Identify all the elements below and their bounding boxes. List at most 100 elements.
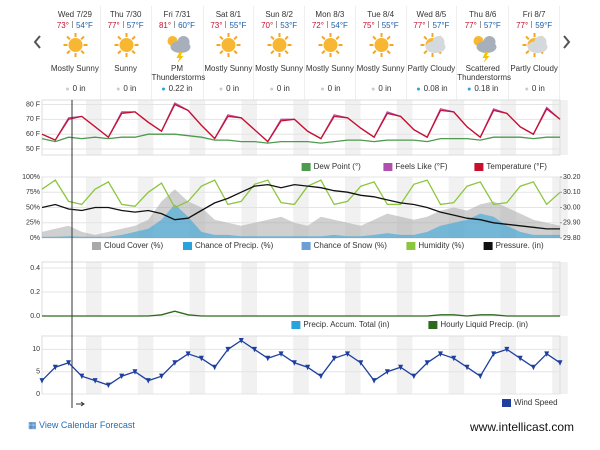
condition: Mostly Sunny (204, 64, 253, 73)
precip-amount: 0.08 in (423, 84, 448, 93)
wind-marker (92, 378, 98, 384)
condition: PM Thunderstorms (151, 64, 206, 82)
low-temp: 55°F (229, 21, 247, 30)
wind-marker (464, 364, 470, 371)
wind-marker (451, 355, 457, 362)
night-band (293, 100, 309, 155)
condition: Mostly Sunny (50, 64, 99, 73)
line (41, 133, 560, 144)
sun-ray (386, 49, 391, 55)
day-column: Wed 7/29 73° 54°F Mostly Sunny ● 0 in (50, 6, 101, 102)
y-tick-label: 0.2 (30, 289, 40, 296)
night-band (500, 100, 516, 155)
condition: Scattered Thunderstorms (457, 64, 512, 82)
day-column: Fri 7/31 81° 60°F PM Thunderstorms ● 0.22 in (151, 6, 206, 102)
precip: ● 0 in (356, 84, 407, 93)
separator (71, 21, 73, 28)
precip-amount: 0 in (327, 84, 341, 93)
brand: www.intellicast.com (470, 420, 575, 434)
night-band (189, 100, 206, 155)
sun-ray (233, 35, 238, 41)
night-band (189, 262, 206, 316)
precip-amount: 0 in (72, 84, 86, 93)
wind-marker (291, 360, 297, 366)
legend-label: Hourly Liquid Precip. (in) (440, 320, 528, 329)
y2-tick-label: 29.90 (563, 220, 581, 227)
day-row: Wed 7/29 73° 54°F Mostly Sunny ● 0 in Thu 7/30… (50, 6, 560, 102)
low-temp: 57°F (126, 21, 144, 30)
day-date: Fri 7/31 (163, 10, 191, 19)
legend-swatch (291, 321, 301, 329)
sun-ray (131, 35, 136, 41)
night-band (241, 336, 257, 394)
link-text: View Calendar Forecast (39, 420, 135, 430)
low-temp: 54°F (75, 21, 93, 30)
precip: ● 0 in (305, 84, 356, 93)
wind-marker (477, 373, 483, 380)
precip: ● 0.08 in (407, 84, 458, 93)
legend-label: Feels Like (°F) (395, 162, 447, 171)
line (41, 339, 561, 386)
separator (531, 21, 533, 28)
condition: Mostly Sunny (255, 64, 304, 73)
day-date: Wed 7/29 (57, 10, 92, 19)
wind-marker (504, 346, 510, 353)
sun-ray (321, 35, 326, 41)
legend-label: Temperature (°F) (486, 162, 547, 171)
legend-label: Chance of Precip. (%) (195, 241, 274, 250)
line (42, 310, 560, 317)
wind-marker (557, 360, 563, 366)
legend-label: Precip. Accum. Total (in) (303, 320, 389, 329)
temps: 75° 55°F (356, 21, 406, 30)
sun (374, 38, 389, 52)
plot-frame (41, 99, 561, 156)
next-arrow[interactable] (563, 35, 571, 49)
precip-amount: 0 in (123, 84, 137, 93)
wind-marker (398, 364, 404, 371)
sun (68, 38, 83, 52)
wind-marker (198, 355, 204, 362)
night-band (189, 336, 206, 394)
temps: 70° 53°F (254, 21, 304, 30)
wind-marker (52, 364, 58, 371)
wind-marker (305, 364, 311, 371)
bolt (176, 52, 184, 63)
wind-marker (39, 378, 45, 384)
y-tick-label: 10 (32, 346, 40, 353)
high-temp: 77° (516, 21, 529, 30)
drop-icon: ● (269, 86, 274, 93)
legend-swatch (483, 242, 493, 250)
precip-amount: 0.18 in (474, 84, 499, 93)
night-band (345, 336, 361, 394)
separator (428, 21, 430, 28)
prev-arrow[interactable] (33, 35, 41, 49)
y-tick-label: 80 F (26, 101, 40, 108)
wind-marker (344, 351, 350, 357)
condition: Mostly Sunny (356, 64, 405, 73)
wind-marker (185, 351, 191, 357)
sun-ray (525, 35, 530, 41)
wind-marker (530, 364, 536, 371)
sun-ray (321, 49, 326, 55)
precip: ● 0 in (254, 84, 305, 93)
night-band (86, 100, 102, 155)
y-tick-label: 5 (36, 369, 40, 376)
sun-ray (423, 35, 428, 41)
day-column: Sat 8/1 73° 55°F Mostly Sunny ● 0 in (204, 6, 255, 102)
sun-ray (80, 35, 85, 41)
y2-tick-label: 30.10 (563, 189, 581, 196)
y2-tick-label: 30.00 (563, 204, 581, 211)
precip: ● 0.22 in (152, 84, 203, 93)
wind-marker (331, 355, 337, 362)
low-temp: 57°F (432, 21, 450, 30)
sun-ray (335, 35, 340, 41)
wind-marker (105, 382, 111, 389)
night-band (241, 100, 257, 155)
night-band (345, 262, 361, 316)
precip-amount: 0 in (378, 84, 392, 93)
sun-ray (117, 49, 122, 55)
day-date: Mon 8/3 (315, 10, 345, 19)
night-band (86, 262, 102, 316)
day-date: Fri 8/7 (522, 10, 546, 19)
calendar-link[interactable]: ▦ View Calendar Forecast (28, 420, 135, 431)
